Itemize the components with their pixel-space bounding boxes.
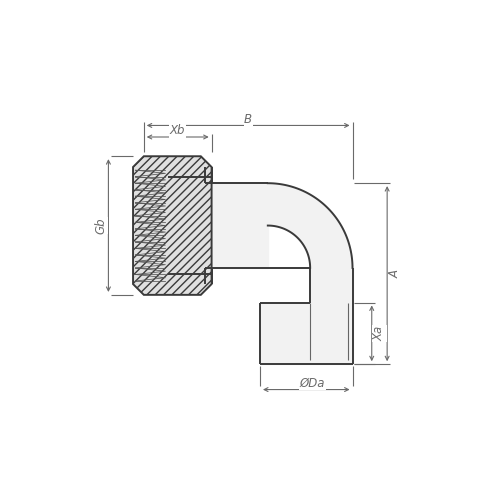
- Text: Xb: Xb: [170, 124, 186, 138]
- Polygon shape: [310, 268, 352, 302]
- Text: ØDa: ØDa: [300, 377, 325, 390]
- Text: B: B: [244, 113, 252, 126]
- Polygon shape: [206, 183, 268, 268]
- Polygon shape: [260, 302, 352, 364]
- Text: Xa: Xa: [373, 326, 386, 341]
- Polygon shape: [268, 183, 352, 268]
- Text: A: A: [388, 270, 402, 278]
- Polygon shape: [133, 156, 212, 295]
- Text: Gb: Gb: [94, 217, 107, 234]
